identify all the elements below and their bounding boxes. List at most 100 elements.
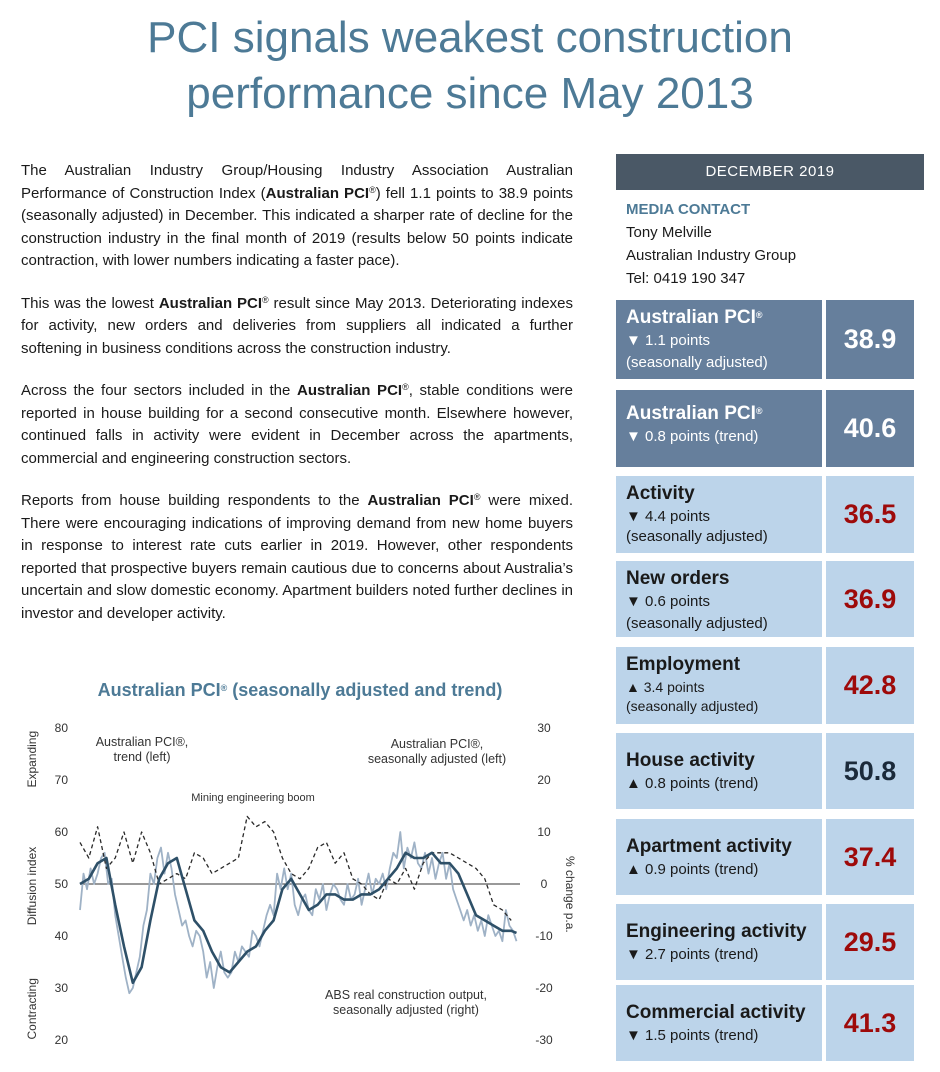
metric-reg: ®: [755, 310, 763, 320]
p2-text-b: result since May 2013. Deteriorating ind…: [21, 294, 573, 357]
metric-pci-sa: Australian PCI® ▼ 1.1 points (seasonally…: [616, 300, 924, 379]
y-left-tick-label: 30: [55, 981, 69, 995]
series-trend: [79, 851, 517, 985]
y-left-axis-label-top: Expanding: [25, 731, 39, 788]
metric-change: ▼ 4.4 points: [626, 508, 711, 525]
title-line-2: performance since May 2013: [186, 69, 754, 118]
metric-label: Engineering activity ▼ 2.7 points (trend…: [616, 904, 822, 980]
y-right-tick-label: 0: [541, 877, 548, 891]
metric-value: 29.5: [826, 904, 914, 980]
y-right-tick-label: -20: [535, 981, 553, 995]
metric-name: Employment: [626, 654, 741, 675]
metric-new-orders: New orders ▼ 0.6 points (seasonally adju…: [616, 561, 924, 637]
y-right-tick-label: 30: [537, 721, 551, 735]
p3-text-a: Across the four sectors included in the: [21, 382, 298, 399]
y-right-tick-label: 20: [537, 773, 551, 787]
annotation-trend: Australian PCI®, trend (left): [96, 735, 189, 764]
metric-name: Australian PCI: [626, 403, 756, 424]
chart-title-reg: ®: [220, 683, 228, 693]
metric-change: ▼ 0.6 points: [626, 593, 711, 610]
metric-engineering-activity: Engineering activity ▼ 2.7 points (trend…: [616, 904, 924, 980]
page-title: PCI signals weakest construction perform…: [0, 10, 940, 122]
chart-plot: 80 70 60 50 40 30 20 30 20 10 0 -10 -20 -30 Diffusion …: [25, 721, 577, 1047]
annotation-mining-boom: Mining engineering boom: [191, 792, 315, 804]
p4-reg: ®: [473, 492, 481, 502]
chart-title-text: Australian PCI: [97, 680, 221, 700]
paragraph-2: This was the lowest Australian PCI® resu…: [21, 293, 573, 361]
y-right-tick-label: -30: [535, 1033, 553, 1047]
p1-reg: ®: [369, 184, 376, 195]
metric-name: Commercial activity: [626, 1002, 806, 1023]
metric-label: Activity ▼ 4.4 points (seasonally adjust…: [616, 476, 822, 553]
metric-label: Commercial activity ▼ 1.5 points (trend): [616, 985, 822, 1061]
metric-label: House activity ▲ 0.8 points (trend): [616, 733, 822, 809]
paragraph-1: The Australian Industry Group/Housing In…: [21, 160, 573, 273]
p3-reg: ®: [402, 382, 409, 392]
metric-label: Australian PCI® ▼ 1.1 points (seasonally…: [616, 300, 822, 379]
metric-house-activity: House activity ▲ 0.8 points (trend) 50.8: [616, 733, 924, 809]
metric-activity: Activity ▼ 4.4 points (seasonally adjust…: [616, 476, 924, 553]
metric-basis: (seasonally adjusted): [626, 698, 759, 714]
metric-reg: ®: [755, 406, 763, 416]
metric-commercial-activity: Commercial activity ▼ 1.5 points (trend)…: [616, 985, 924, 1061]
p4-brand: Australian PCI: [367, 492, 474, 509]
metric-change: ▲ 0.9 points (trend): [626, 861, 759, 878]
p1-brand: Australian PCI: [265, 184, 370, 202]
metric-apartment-activity: Apartment activity ▲ 0.9 points (trend) …: [616, 819, 924, 895]
series-abs-construction-output: [79, 815, 512, 921]
contact-name: Tony Melville: [626, 224, 712, 241]
metric-label: New orders ▼ 0.6 points (seasonally adju…: [616, 561, 822, 637]
title-line-1: PCI signals weakest construction: [147, 13, 793, 62]
contact-phone: Tel: 0419 190 347: [626, 270, 746, 287]
metric-change: ▼ 2.7 points (trend): [626, 946, 759, 963]
metric-change: ▲ 3.4 points: [626, 679, 705, 695]
y-left-axis-label-bottom: Contracting: [25, 978, 39, 1039]
metric-label: Australian PCI® ▼ 0.8 points (trend): [616, 390, 822, 467]
p1-text-b: ) fell 1.1 points to 38.9 points (season…: [21, 184, 574, 270]
y-left-tick-label: 50: [55, 877, 69, 891]
metric-change: ▲ 0.8 points (trend): [626, 775, 759, 792]
pci-chart: Australian PCI® (seasonally adjusted and…: [20, 676, 580, 1056]
chart-title: Australian PCI® (seasonally adjusted and…: [20, 680, 580, 701]
metric-value: 42.8: [826, 647, 914, 724]
metric-pci-trend: Australian PCI® ▼ 0.8 points (trend) 40.…: [616, 390, 924, 467]
metric-label: Employment ▲ 3.4 points (seasonally adju…: [616, 647, 822, 724]
metric-label: Apartment activity ▲ 0.9 points (trend): [616, 819, 822, 895]
p4-text-b: were mixed. There were encouraging indic…: [21, 492, 573, 622]
contact-organisation: Australian Industry Group: [626, 247, 797, 264]
y-left-tick-label: 20: [55, 1033, 69, 1047]
metric-employment: Employment ▲ 3.4 points (seasonally adju…: [616, 647, 924, 724]
metric-change: ▼ 1.5 points (trend): [626, 1027, 759, 1044]
annotation-abs: ABS real construction output, seasonally …: [325, 988, 487, 1017]
series-seasonally-adjusted: [79, 831, 518, 995]
article-body: The Australian Industry Group/Housing In…: [21, 160, 573, 645]
metric-basis: (seasonally adjusted): [626, 354, 768, 371]
y-left-tick-label: 40: [55, 929, 69, 943]
paragraph-3: Across the four sectors included in the …: [21, 380, 573, 470]
chart-title-suffix: (seasonally adjusted and trend): [227, 680, 503, 700]
metric-value: 38.9: [826, 300, 914, 379]
paragraph-4: Reports from house building respondents …: [21, 490, 573, 625]
metric-name: Australian PCI: [626, 307, 756, 328]
metric-value: 41.3: [826, 985, 914, 1061]
date-banner: DECEMBER 2019: [616, 154, 924, 190]
y-left-axis-label: Diffusion index: [25, 847, 39, 926]
metric-name: Engineering activity: [626, 921, 807, 942]
y-right-tick-label: 10: [537, 825, 551, 839]
y-left-tick-label: 80: [55, 721, 69, 735]
metric-value: 37.4: [826, 819, 914, 895]
y-left-tick-label: 60: [55, 825, 69, 839]
media-contact-header: MEDIA CONTACT: [626, 201, 751, 218]
metric-value: 36.5: [826, 476, 914, 553]
metric-name: Apartment activity: [626, 836, 792, 857]
sidebar: DECEMBER 2019 MEDIA CONTACT Tony Melvill…: [616, 154, 924, 1061]
p3-brand: Australian PCI: [297, 382, 403, 399]
annotation-seasonally-adjusted: Australian PCI®, seasonally adjusted (lef…: [368, 737, 506, 766]
media-contact: MEDIA CONTACT Tony Melville Australian I…: [616, 190, 924, 296]
p3-text-b: , stable conditions were reported in hou…: [21, 382, 573, 467]
p2-brand: Australian PCI: [158, 294, 263, 312]
y-right-tick-label: -10: [535, 929, 553, 943]
metric-basis: (seasonally adjusted): [626, 615, 768, 632]
metric-name: House activity: [626, 750, 755, 771]
p2-text-a: This was the lowest: [21, 294, 159, 312]
